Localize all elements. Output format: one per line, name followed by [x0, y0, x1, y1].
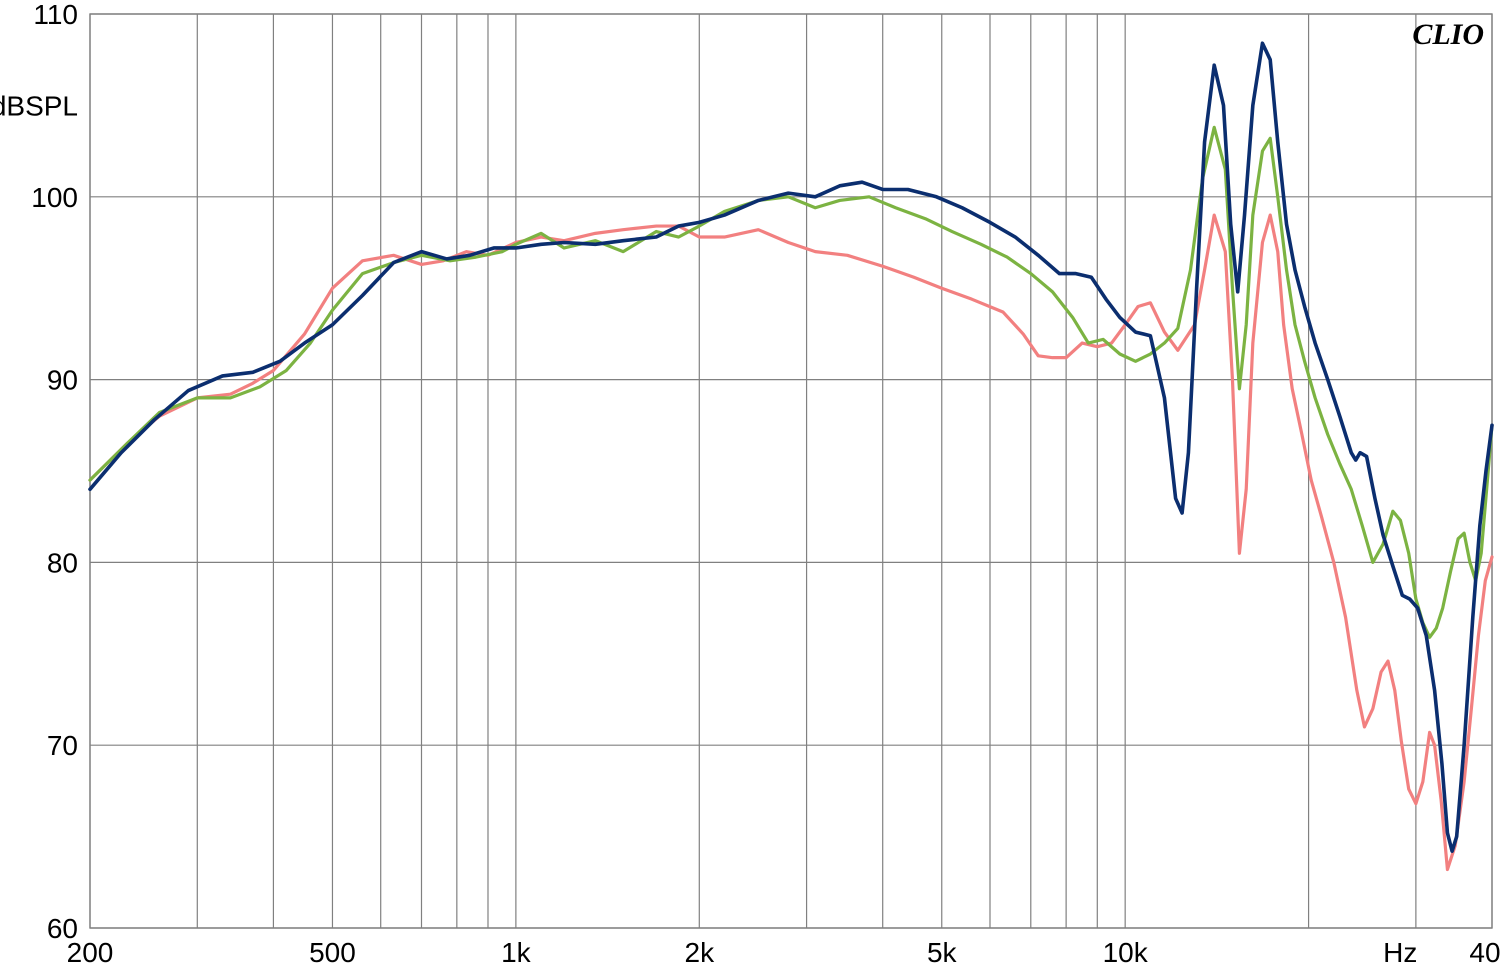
y-tick-label: 110	[33, 0, 78, 30]
y-tick-label: 100	[31, 182, 78, 213]
y-tick-label: 70	[47, 730, 78, 761]
x-tick-label: 2k	[685, 937, 716, 968]
y-tick-label: 80	[47, 547, 78, 578]
y-unit-label: dBSPL	[0, 90, 78, 121]
x-tick-label: 200	[67, 937, 114, 968]
x-unit-label: Hz	[1383, 937, 1417, 968]
x-tick-label: 500	[309, 937, 356, 968]
watermark: CLIO	[1412, 18, 1484, 51]
x-tick-label: 1k	[501, 937, 532, 968]
x-tick-label: 5k	[927, 937, 958, 968]
y-tick-label: 90	[47, 365, 78, 396]
x-tick-label: 40k	[1469, 937, 1500, 968]
x-tick-label: 10k	[1103, 937, 1149, 968]
frequency-response-chart: 60708090100110dBSPL2005001k2k5k10k40kHzC…	[0, 0, 1500, 973]
